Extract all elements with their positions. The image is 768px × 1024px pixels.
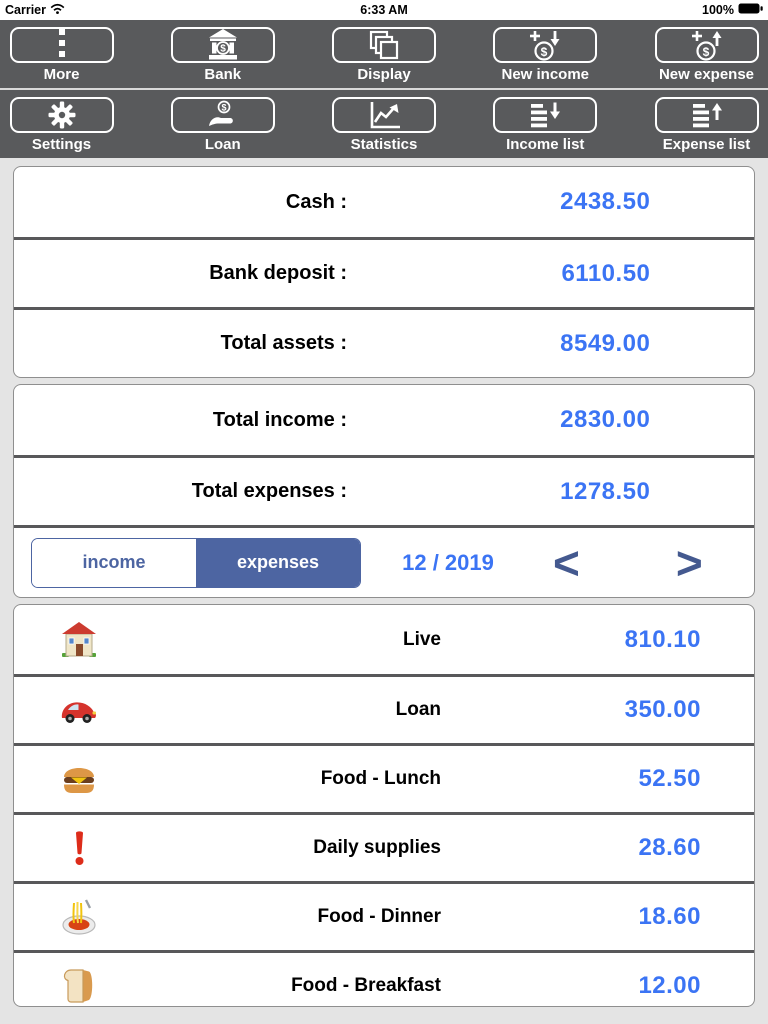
totals-panel: Total income : 2830.00 Total expenses : …	[13, 384, 755, 598]
loan-button[interactable]: $ Loan	[169, 97, 276, 153]
house-icon	[14, 620, 114, 660]
new-expense-button[interactable]: $ New expense	[653, 27, 760, 83]
toolbar-row-2: Settings $ Loan Statistics	[0, 90, 768, 158]
settings-button[interactable]: Settings	[8, 97, 115, 153]
display-button[interactable]: Display	[331, 27, 438, 83]
segment-income[interactable]: income	[32, 538, 196, 587]
cash-value: 2438.50	[560, 188, 651, 215]
status-right: 100%	[702, 3, 763, 17]
income-expenses-segmented-control: income expenses	[31, 537, 361, 588]
list-item-label: Loan	[395, 699, 441, 720]
list-item-value: 810.10	[624, 625, 701, 653]
bank-deposit-row: Bank deposit : 6110.50	[14, 237, 754, 307]
list-item-label: Daily supplies	[313, 837, 441, 858]
toolbar: More $ Bank	[0, 20, 768, 158]
list-item-food-lunch[interactable]: Food - Lunch 52.50	[14, 743, 754, 812]
list-item-food-breakfast[interactable]: Food - Breakfast 12.00	[14, 950, 754, 1006]
svg-text:$: $	[221, 103, 226, 113]
statistics-button[interactable]: Statistics	[331, 97, 438, 153]
status-time: 6:33 AM	[360, 3, 408, 17]
new-income-button[interactable]: $ New income	[492, 27, 599, 83]
list-item-live[interactable]: Live 810.10	[14, 605, 754, 674]
wifi-icon	[50, 3, 65, 17]
list-item-value: 52.50	[638, 765, 701, 792]
list-item-value: 350.00	[624, 696, 701, 723]
expense-list-button[interactable]: Expense list	[653, 97, 760, 153]
svg-text:$: $	[541, 44, 548, 58]
total-income-value: 2830.00	[560, 406, 651, 433]
list-item-value: 18.60	[638, 903, 701, 930]
period-label: 12 / 2019	[402, 549, 494, 575]
total-assets-row: Total assets : 8549.00	[14, 307, 754, 377]
total-expenses-label: Total expenses :	[191, 480, 347, 502]
svg-text:$: $	[220, 44, 226, 55]
total-income-row: Total income : 2830.00	[14, 385, 754, 455]
toolbar-row-1: More $ Bank	[0, 20, 768, 88]
cash-label: Cash :	[285, 190, 347, 213]
bank-deposit-value: 6110.50	[561, 259, 651, 287]
svg-text:$: $	[702, 44, 709, 58]
previous-month-button[interactable]: <	[553, 536, 580, 589]
list-item-label: Food - Lunch	[320, 768, 441, 789]
carrier-label: Carrier	[5, 3, 46, 17]
list-item-value: 12.00	[638, 972, 701, 999]
gear-icon	[9, 97, 114, 133]
income-list-icon	[493, 97, 598, 133]
loan-icon: $	[170, 97, 275, 133]
assets-panel: Cash : 2438.50 Bank deposit : 6110.50 To…	[13, 166, 755, 378]
cash-row: Cash : 2438.50	[14, 167, 754, 237]
total-income-label: Total income :	[212, 408, 347, 431]
battery-percent: 100%	[702, 3, 734, 17]
total-assets-value: 8549.00	[560, 329, 651, 357]
more-button[interactable]: More	[8, 27, 115, 83]
bank-button[interactable]: $ Bank	[169, 27, 276, 83]
next-month-button[interactable]: >	[675, 536, 703, 589]
segment-expenses[interactable]: expenses	[196, 538, 360, 587]
list-item-food-dinner[interactable]: Food - Dinner 18.60	[14, 881, 754, 950]
list-item-label: Live	[402, 628, 441, 650]
period-selector-row: income expenses 12 / 2019 < >	[14, 525, 754, 597]
burger-icon	[14, 759, 114, 799]
toolbar-separator	[0, 88, 768, 90]
total-expenses-row: Total expenses : 1278.50	[14, 455, 754, 525]
exclamation-icon	[14, 828, 114, 868]
status-bar: 6:33 AM Carrier 100%	[0, 0, 768, 20]
list-item-loan[interactable]: Loan 350.00	[14, 674, 754, 743]
income-list-button[interactable]: Income list	[492, 97, 599, 153]
total-assets-label: Total assets :	[220, 332, 347, 354]
list-item-daily-supplies[interactable]: Daily supplies 28.60	[14, 812, 754, 881]
list-item-label: Food - Dinner	[317, 906, 441, 927]
battery-icon	[738, 3, 763, 17]
status-left: Carrier	[5, 3, 65, 17]
total-expenses-value: 1278.50	[560, 477, 651, 505]
statistics-icon	[332, 97, 436, 133]
main-content: Cash : 2438.50 Bank deposit : 6110.50 To…	[0, 158, 768, 1007]
bread-icon	[14, 966, 114, 1006]
bank-icon: $	[170, 27, 275, 63]
list-item-value: 28.60	[638, 834, 701, 861]
bank-deposit-label: Bank deposit :	[209, 262, 347, 284]
car-icon	[14, 690, 114, 730]
list-item-label: Food - Breakfast	[291, 975, 441, 996]
expense-list-icon	[654, 97, 759, 133]
expense-category-list: Live 810.10 Loan 350.00	[13, 604, 755, 1007]
display-icon	[332, 27, 436, 63]
spaghetti-icon	[14, 897, 114, 937]
new-expense-icon: $	[654, 27, 759, 63]
new-income-icon: $	[493, 27, 598, 63]
more-icon	[9, 27, 114, 63]
